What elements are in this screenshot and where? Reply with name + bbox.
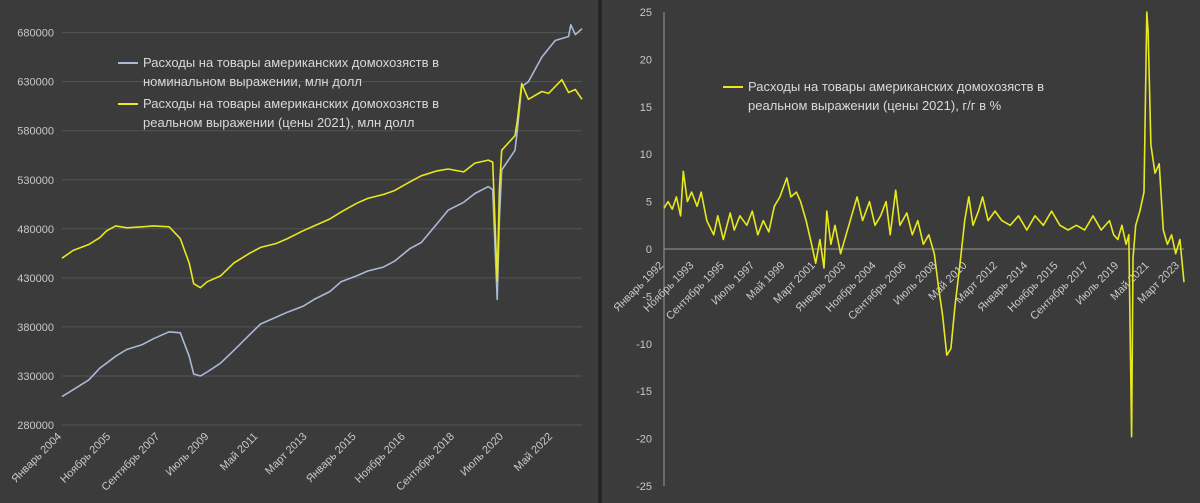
x-tick-label: Ноябрь 2016	[353, 431, 408, 486]
series-line-0	[664, 12, 1184, 437]
y-tick-label: 5	[646, 197, 652, 209]
y-tick-label: 430000	[17, 273, 54, 285]
legend-label-real-line1: Расходы на товары американских домохозяс…	[143, 96, 439, 111]
x-tick-label: Январь 2015	[304, 431, 359, 486]
legend: Расходы на товары американских домохозяс…	[723, 79, 1044, 113]
legend: Расходы на товары американских домохозяс…	[118, 55, 439, 130]
chart-left-canvas: 280000 330000 380000 430000 480000 530000 5800…	[0, 0, 598, 503]
y-tick-label: 380000	[17, 322, 54, 334]
y-tick-label: 15	[640, 102, 652, 114]
x-tick-label: Май 2022	[512, 431, 555, 474]
series-lines	[664, 12, 1184, 437]
y-tick-label: -25	[636, 481, 652, 493]
x-tick-label: Март 2013	[263, 431, 310, 478]
chart-nominal-real-levels: 280000 330000 380000 430000 480000 530000 5800…	[0, 0, 598, 503]
x-tick-label: Ноябрь 2005	[58, 431, 113, 486]
y-tick-label: -10	[636, 339, 652, 351]
x-tick-label: Июль 2020	[458, 431, 506, 479]
y-tick-label: 680000	[17, 28, 54, 40]
y-tick-label: 25	[640, 7, 652, 19]
y-tick-label: 630000	[17, 77, 54, 89]
x-tick-label: Январь 2004	[10, 431, 65, 486]
legend-label-real-yoy-line2: реальном выражении (цены 2021), г/г в %	[748, 98, 1002, 113]
chart-real-yoy: 25 20 15 10 5 0 -5 -10 -15 -20 -25 Январь 1992 Нояб…	[602, 0, 1200, 503]
legend-label-nominal-line2: номинальном выражении, млн долл	[143, 74, 362, 89]
y-tick-label: 530000	[17, 175, 54, 187]
y-axis-ticks: 280000 330000 380000 430000 480000 530000 5800…	[17, 28, 54, 432]
y-tick-label: 480000	[17, 224, 54, 236]
y-tick-label: 330000	[17, 371, 54, 383]
y-tick-label: -15	[636, 386, 652, 398]
x-tick-label: Июль 2009	[164, 431, 212, 479]
y-tick-label: 280000	[17, 420, 54, 432]
y-tick-label: -20	[636, 434, 652, 446]
y-tick-label: 10	[640, 149, 652, 161]
legend-label-real-line2: реальном выражении (цены 2021), млн долл	[143, 115, 414, 130]
legend-label-nominal-line1: Расходы на товары американских домохозяс…	[143, 55, 439, 70]
y-tick-label: 580000	[17, 126, 54, 138]
legend-label-real-yoy-line1: Расходы на товары американских домохозяс…	[748, 79, 1044, 94]
y-tick-label: 20	[640, 54, 652, 66]
y-tick-label: 0	[646, 244, 652, 256]
x-tick-label: Май 2011	[218, 431, 261, 474]
y-gridlines	[62, 33, 582, 425]
